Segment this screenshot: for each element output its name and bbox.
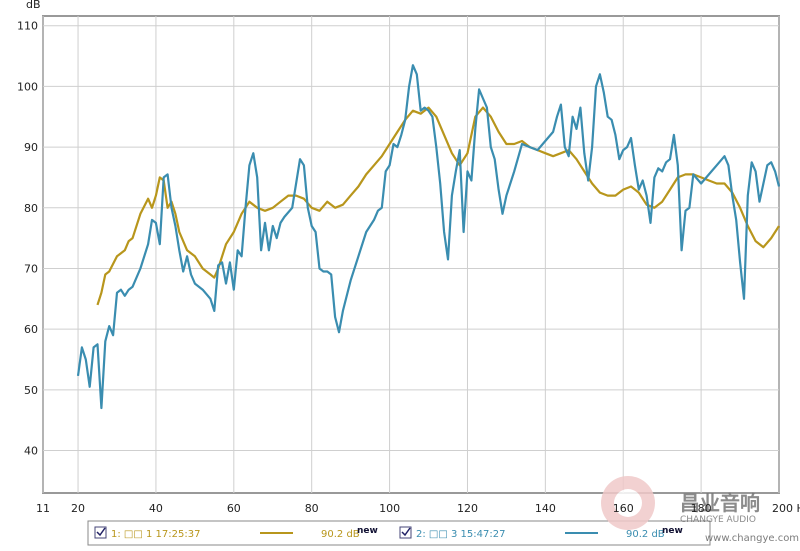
x-tick-label: 180 [691,502,712,515]
series-line [96,106,780,306]
y-tick-label: 50 [24,384,38,397]
legend-badge: new [357,526,378,536]
legend-check [401,527,411,537]
y-tick-label: 80 [24,202,38,215]
y-tick-label: 110 [17,20,38,33]
x-tick-label: 20 [71,502,85,515]
x-tick-label: 160 [613,502,634,515]
legend-label: 1: □□ 1 17:25:37 [111,529,200,540]
y-tick-label: 100 [17,80,38,93]
y-tick-label: 60 [24,323,38,336]
x-tick-label: 140 [535,502,556,515]
x-tick-label: 100 [379,502,400,515]
legend-badge: new [662,526,683,536]
series-line [76,64,781,410]
plot-frame [42,15,780,494]
y-tick-label: 70 [24,262,38,275]
legend-checkbox [399,526,412,539]
watermark-text: 昌业音响 [680,491,760,515]
watermark-text: www.changye.com.cn [705,533,800,544]
x-tick-label: 11 [36,502,50,515]
legend-check [96,527,106,537]
x-tick-label: 80 [305,502,319,515]
x-tick-label: 120 [457,502,478,515]
x-tick-label: 200 Hz [772,502,800,515]
watermark-logo [614,489,642,517]
legend-checkbox [94,526,107,539]
legend-label: 2: □□ 3 15:47:27 [416,529,505,540]
legend-value: 90.2 dB [626,529,665,540]
legend-box [87,520,711,546]
legend-value: 90.2 dB [321,529,360,540]
watermark-text: CHANGYE AUDIO [680,515,756,525]
x-tick-label: 40 [149,502,163,515]
x-tick-label: 60 [227,502,241,515]
y-tick-label: 90 [24,141,38,154]
y-tick-label: 40 [24,445,38,458]
y-axis-label: dB [26,0,41,11]
watermark: 昌业音响 CHANGYE AUDIO www.changye.com.cn [601,476,800,544]
